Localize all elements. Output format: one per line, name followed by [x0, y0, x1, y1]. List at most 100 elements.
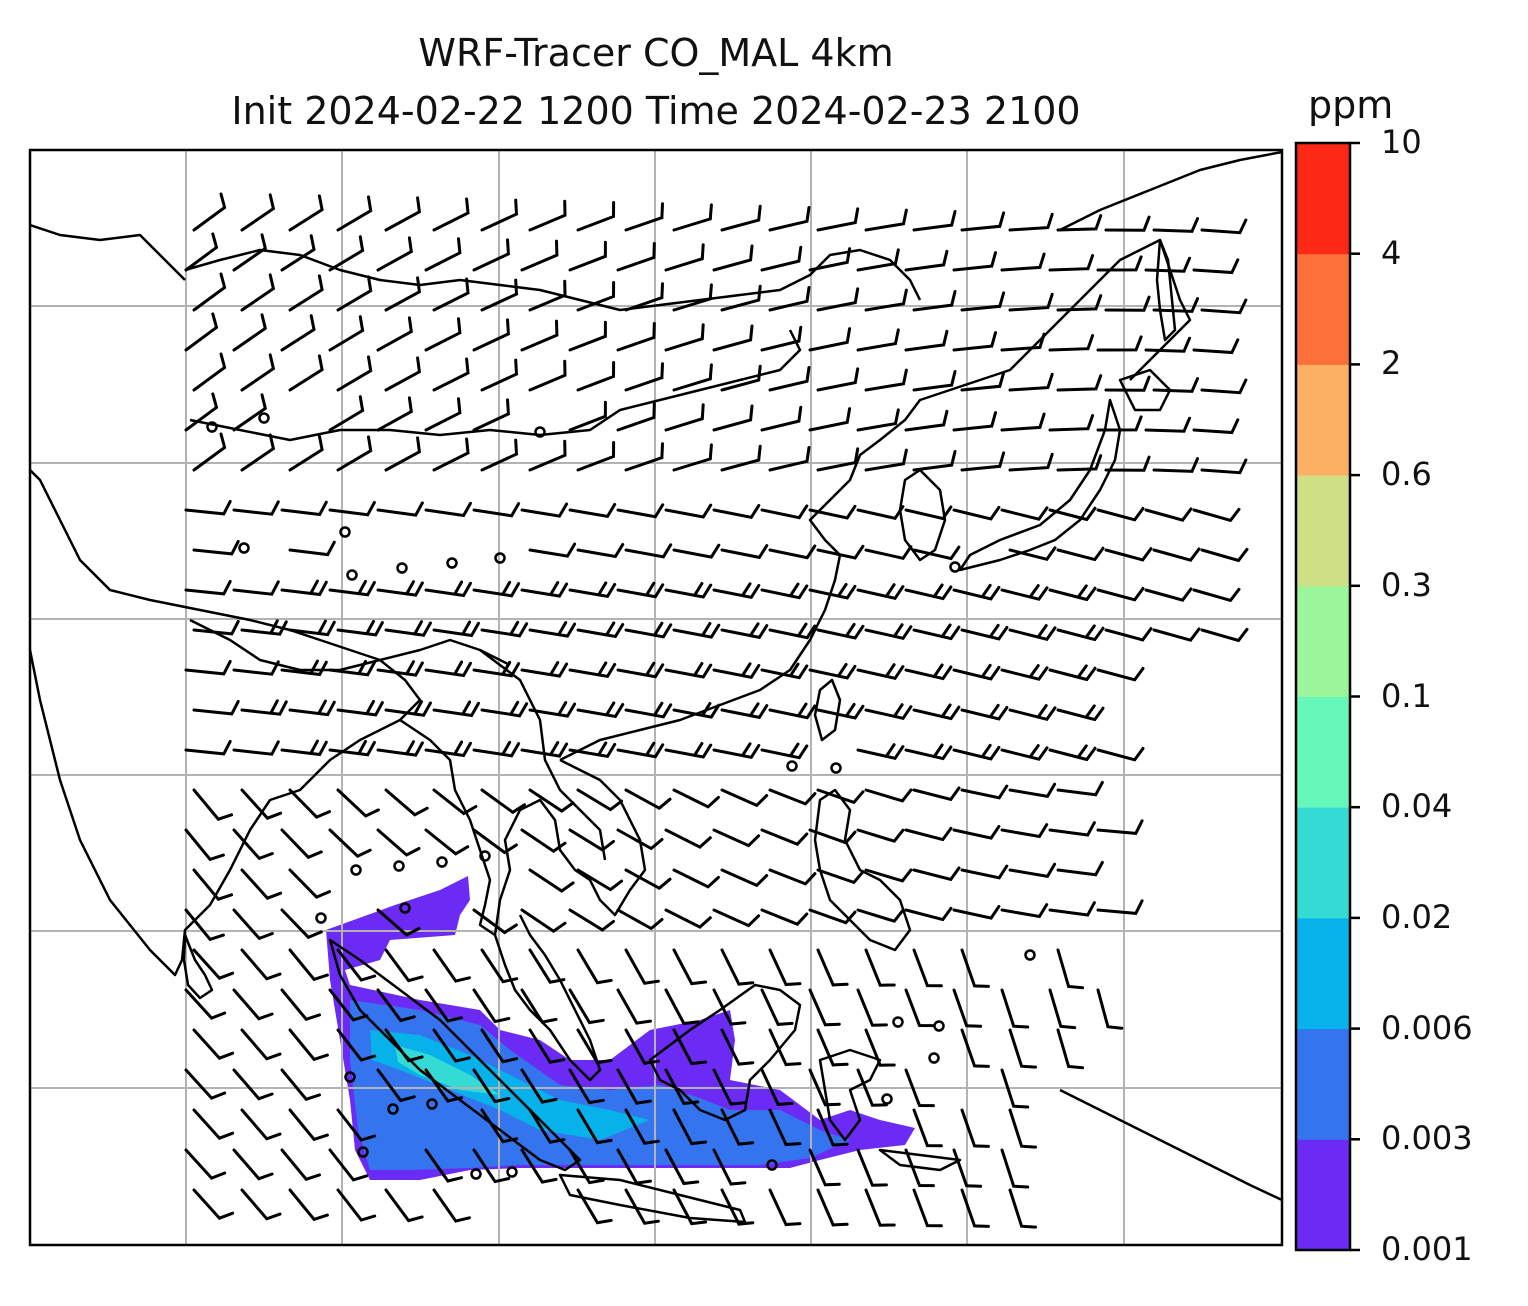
- wind-barb: [624, 442, 664, 472]
- wind-barb: [856, 663, 905, 680]
- wind-barb: [816, 868, 865, 885]
- wind-barb: [1008, 292, 1054, 312]
- wind-barb: [864, 368, 908, 392]
- wind-barb: [672, 283, 713, 312]
- wind-barb: [568, 908, 615, 932]
- wind-barb: [1056, 704, 1105, 722]
- wind-barb: [568, 240, 607, 272]
- colorbar-tick-label: 0.3: [1381, 565, 1432, 604]
- wind-barb: [1152, 217, 1199, 233]
- wind-barb: [864, 623, 913, 640]
- wind-barb: [864, 208, 908, 232]
- wind-barb: [1104, 627, 1153, 642]
- wind-barb: [480, 788, 526, 815]
- calm-wind-circle: [1024, 949, 1036, 961]
- wind-barb: [240, 948, 282, 981]
- wind-barb: [960, 451, 1006, 472]
- wind-barb: [384, 276, 422, 312]
- wind-barb: [1144, 507, 1193, 522]
- wind-barb: [288, 354, 324, 392]
- wind-barb: [280, 1148, 321, 1182]
- wind-barb: [192, 1188, 235, 1220]
- wind-barb: [712, 908, 761, 928]
- wind-barb: [1000, 252, 1046, 272]
- wind-barb: [576, 441, 616, 472]
- wind-barb: [1096, 819, 1144, 835]
- wind-barb: [1192, 507, 1241, 523]
- colorbar-tick-label: 2: [1381, 344, 1402, 383]
- colorbar-tick-label: 4: [1381, 233, 1402, 272]
- wind-barb: [184, 312, 219, 352]
- wind-barb: [904, 329, 949, 352]
- border-mongolia: [184, 248, 922, 312]
- wind-barb: [184, 988, 227, 1020]
- wind-barb: [808, 504, 857, 520]
- calm-wind-circle: [350, 864, 362, 876]
- wind-barb: [952, 331, 997, 352]
- colorbar-segment: [1296, 696, 1350, 808]
- wind-barb: [624, 362, 664, 392]
- calm-wind-circle: [346, 569, 358, 581]
- wind-barb: [816, 544, 865, 560]
- wind-barb: [960, 291, 1006, 312]
- wind-barb: [384, 356, 422, 392]
- wind-barb: [768, 544, 817, 560]
- wind-barb: [1056, 294, 1103, 312]
- wind-barb: [768, 622, 817, 640]
- wind-barb: [768, 948, 802, 987]
- wind-barb: [712, 742, 761, 759]
- wind-barb: [520, 988, 558, 1024]
- wind-barb: [672, 363, 713, 392]
- wind-barb: [432, 788, 478, 816]
- colorbar-segment: [1296, 253, 1350, 365]
- wind-barb: [480, 1108, 519, 1144]
- wind-barb: [280, 988, 321, 1022]
- wind-barb: [280, 659, 328, 677]
- wind-barb: [1144, 336, 1191, 353]
- wind-barb: [424, 740, 472, 758]
- colorbar-segment: [1296, 364, 1350, 476]
- wind-barb: [576, 1108, 613, 1145]
- wind-barb: [528, 359, 567, 392]
- wind-barb: [856, 408, 900, 432]
- wind-barb: [864, 948, 896, 987]
- calm-wind-circle: [344, 1071, 356, 1083]
- co-tracer-plume: [326, 876, 915, 1180]
- wind-barb: [288, 619, 336, 637]
- wind-barb: [1104, 547, 1153, 562]
- wind-barb: [856, 828, 905, 843]
- wind-barb: [760, 828, 809, 846]
- wind-barb: [424, 501, 472, 518]
- wind-barb: [288, 194, 324, 232]
- wind-barb: [376, 396, 413, 432]
- wind-barb: [1200, 218, 1248, 235]
- wind-barb: [1056, 860, 1104, 877]
- wind-barb: [912, 290, 957, 312]
- wind-barb: [960, 948, 990, 988]
- wind-barb: [288, 1108, 329, 1142]
- wind-barb: [576, 948, 613, 985]
- wind-barb: [576, 1188, 613, 1225]
- wind-barb: [1096, 587, 1145, 602]
- wind-barb: [1152, 377, 1199, 393]
- wind-barb: [624, 1028, 660, 1065]
- coast-sumatra: [328, 938, 582, 1172]
- wind-barb: [712, 324, 754, 352]
- wind-barb: [624, 868, 672, 891]
- wind-barb: [760, 742, 809, 760]
- wind-barb: [672, 1028, 708, 1066]
- wind-barb: [280, 739, 328, 757]
- coast-west-edge: [30, 223, 186, 281]
- wind-barb: [376, 988, 416, 1023]
- wind-barb: [672, 868, 720, 889]
- wind-barb: [432, 1188, 471, 1223]
- wind-barb: [528, 439, 567, 472]
- wind-barb: [192, 868, 234, 901]
- wind-barb: [280, 1068, 321, 1102]
- wind-barb: [912, 370, 957, 392]
- wind-barb: [328, 579, 376, 597]
- wind-barb: [720, 284, 762, 312]
- wind-barb: [768, 206, 811, 232]
- wind-barb: [720, 204, 762, 232]
- wind-barb: [240, 1108, 282, 1141]
